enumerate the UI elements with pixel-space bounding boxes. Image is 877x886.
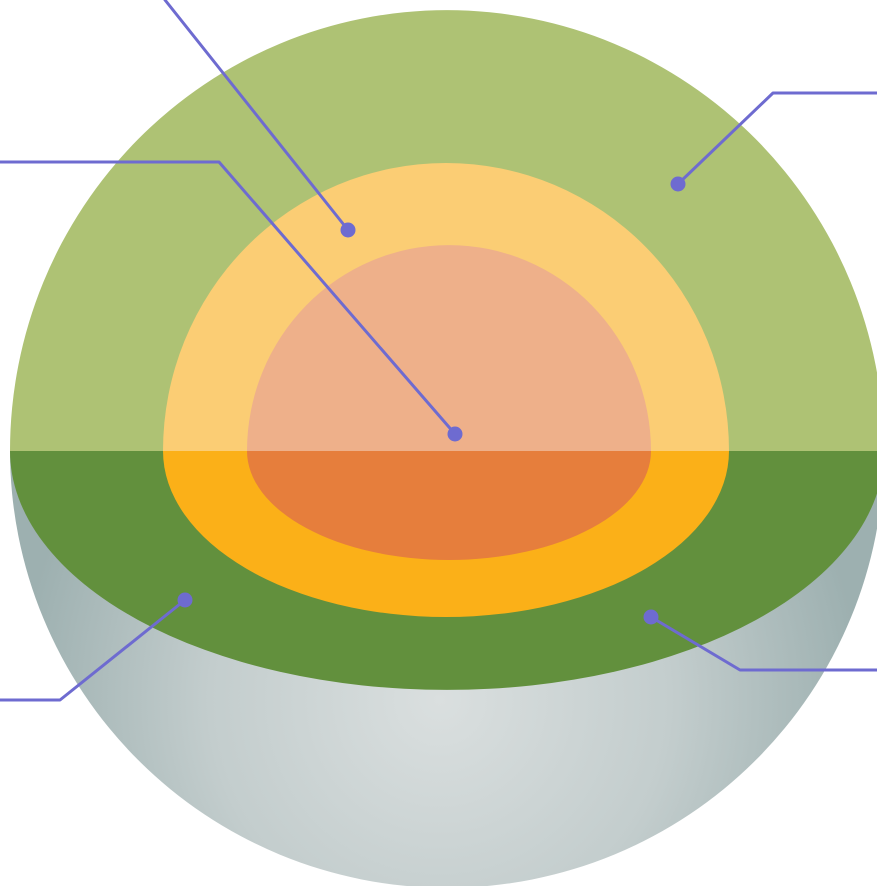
callout-line-left (0, 160, 457, 436)
callout-dot-bottom-left (177, 592, 193, 608)
callout-line-bottom-left (0, 598, 187, 702)
core-top-face (247, 245, 651, 451)
callout-dot-left (447, 426, 463, 442)
core-cut-face (247, 451, 651, 560)
callout-dot-top-right (670, 176, 686, 192)
callout-line-bottom-right (649, 615, 877, 672)
callout-dot-bottom-right (643, 609, 659, 625)
callout-line-top-left (163, 0, 350, 232)
callout-dot-top-left (340, 222, 356, 238)
callout-line-top-right (676, 91, 877, 186)
